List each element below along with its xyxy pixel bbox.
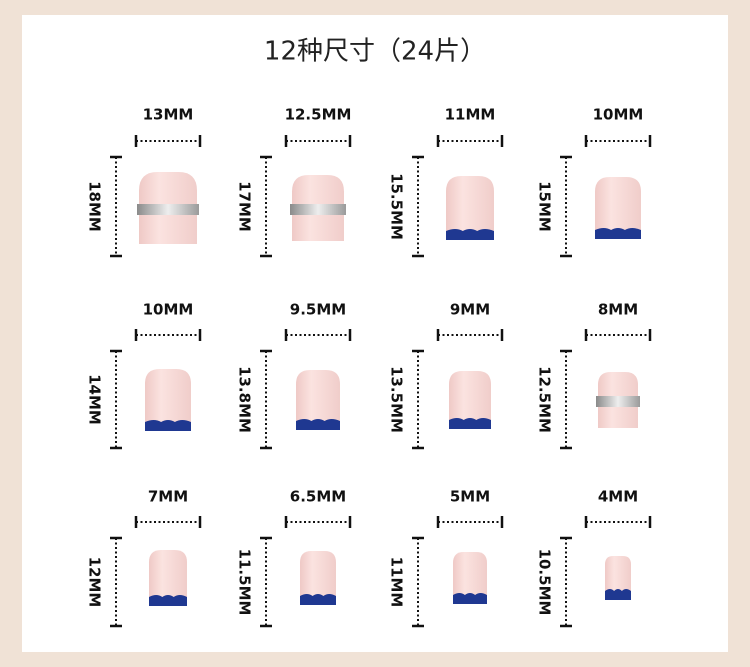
nail-tip: [145, 420, 191, 431]
nail: [149, 550, 187, 606]
width-label: 13MM: [143, 106, 194, 124]
nail: [446, 176, 494, 240]
width-label: 11MM: [445, 106, 496, 124]
nail-tip: [149, 595, 187, 606]
height-label: 13.8MM: [236, 366, 254, 433]
width-label: 9.5MM: [290, 301, 346, 319]
nail-tip: [296, 419, 340, 430]
width-label: 12.5MM: [285, 106, 352, 124]
height-label: 14MM: [86, 374, 104, 425]
height-label: 13.5MM: [388, 366, 406, 433]
width-label: 7MM: [148, 488, 188, 506]
height-label: 15.5MM: [388, 173, 406, 240]
height-label: 12.5MM: [536, 366, 554, 433]
nail-tip: [453, 593, 487, 604]
nail-tip: [595, 228, 641, 239]
nail-band: [290, 204, 346, 215]
width-label: 10MM: [593, 106, 644, 124]
height-label: 12MM: [86, 557, 104, 608]
height-label: 17MM: [236, 181, 254, 232]
nail: [296, 370, 340, 430]
height-label: 11.5MM: [236, 549, 254, 616]
nail: [605, 556, 631, 600]
nail-band: [137, 204, 199, 215]
nail: [145, 369, 191, 431]
nail: [449, 371, 491, 429]
nail-tip: [605, 589, 631, 600]
width-label: 8MM: [598, 301, 638, 319]
nail-tip: [446, 229, 494, 240]
height-label: 15MM: [536, 181, 554, 232]
width-label: 6.5MM: [290, 488, 346, 506]
size-grid: 13MM 18MM 12.5MM 17MM 11MM 15.5MM 10MM 15MM 10MM…: [86, 106, 652, 628]
width-label: 5MM: [450, 488, 490, 506]
nail-tip: [449, 418, 491, 429]
height-label: 11MM: [388, 557, 406, 608]
height-label: 18MM: [86, 181, 104, 232]
width-label: 10MM: [143, 301, 194, 319]
width-label: 9MM: [450, 301, 490, 319]
panel: [22, 15, 728, 652]
height-label: 10.5MM: [536, 549, 554, 616]
nail-band: [596, 396, 640, 407]
width-label: 4MM: [598, 488, 638, 506]
nail-tip: [300, 594, 336, 605]
nail: [300, 551, 336, 605]
title: 12种尺寸（24片）: [264, 37, 486, 67]
nail: [453, 552, 487, 604]
nail: [595, 177, 641, 239]
